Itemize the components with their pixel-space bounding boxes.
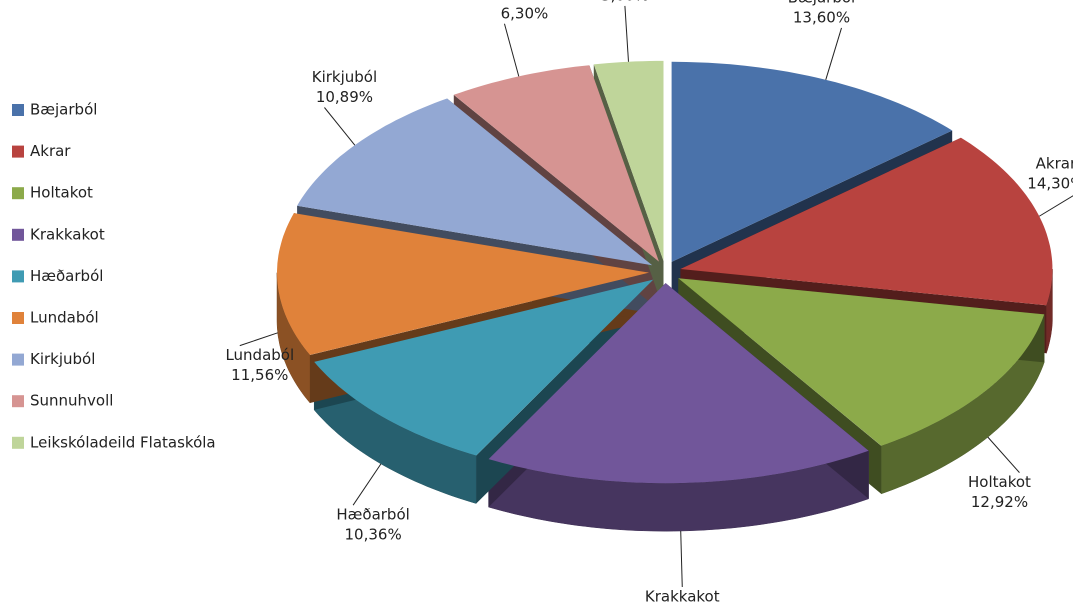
slice-label: Krakkakot xyxy=(645,587,720,605)
legend-label: Krakkakot xyxy=(30,225,105,243)
leader-line xyxy=(1038,195,1073,217)
slice-label: Kirkjuból xyxy=(312,68,377,86)
slice-value-label: 10,89% xyxy=(316,88,373,106)
slice xyxy=(297,98,653,266)
slice-label: Lundaból xyxy=(225,346,294,364)
slice-label: Hæðarból xyxy=(336,506,409,524)
legend-label: Leikskóladeild Flataskóla xyxy=(30,433,216,451)
legend-label: Kirkjuból xyxy=(30,350,95,368)
slice-tops xyxy=(277,60,1053,484)
slice-value-label: 13,60% xyxy=(793,8,850,26)
slice xyxy=(671,61,953,262)
leader-line xyxy=(624,5,629,62)
slice-value-label: 14,30% xyxy=(1027,175,1073,193)
legend-label: Holtakot xyxy=(30,184,93,202)
slice-label: Bæjarból xyxy=(788,0,855,6)
slice-value-label: 11,56% xyxy=(231,366,288,384)
leader-line xyxy=(825,27,842,80)
slice-label: Holtakot xyxy=(968,473,1031,491)
slice xyxy=(277,213,650,355)
legend-swatch xyxy=(12,395,24,408)
leader-line xyxy=(324,107,356,146)
slice-value-label: 12,92% xyxy=(971,493,1028,511)
labels: Bæjarból 13,60% Akrar 14,30% Holtakot 12,92% K… xyxy=(225,0,1073,605)
slice-value-label: 6,30% xyxy=(501,4,549,22)
slice xyxy=(314,279,654,456)
legend-swatch xyxy=(12,145,24,158)
slice xyxy=(678,278,1045,446)
slice-label: Sunnuhvoll xyxy=(483,0,566,2)
leader-line xyxy=(680,530,683,587)
slice-value-label: 10,36% xyxy=(345,526,402,544)
slice xyxy=(488,283,869,484)
legend-label: Sunnuhvoll xyxy=(30,392,113,410)
legend-label: Lundaból xyxy=(30,309,99,327)
legend-label: Hæðarból xyxy=(30,267,103,285)
legend-swatch xyxy=(12,312,24,324)
slice-label: Akrar xyxy=(1036,155,1073,173)
legend-swatch xyxy=(12,187,24,200)
leader-line xyxy=(239,332,278,347)
leader-line xyxy=(352,463,382,506)
legend-swatch xyxy=(12,104,24,116)
legend-swatch xyxy=(12,353,24,366)
slice-value-label: 3,00% xyxy=(601,0,649,4)
legend-swatch xyxy=(12,436,24,449)
leader-line xyxy=(503,23,520,77)
legend-label: Bæjarból xyxy=(30,101,97,119)
legend-label: Akrar xyxy=(30,142,71,160)
slice xyxy=(453,65,659,262)
slice xyxy=(680,137,1053,306)
legend-swatch xyxy=(12,228,24,241)
slice xyxy=(593,60,664,261)
legend-swatch xyxy=(12,270,24,283)
slice-side xyxy=(313,361,477,504)
leader-line xyxy=(987,436,1020,473)
